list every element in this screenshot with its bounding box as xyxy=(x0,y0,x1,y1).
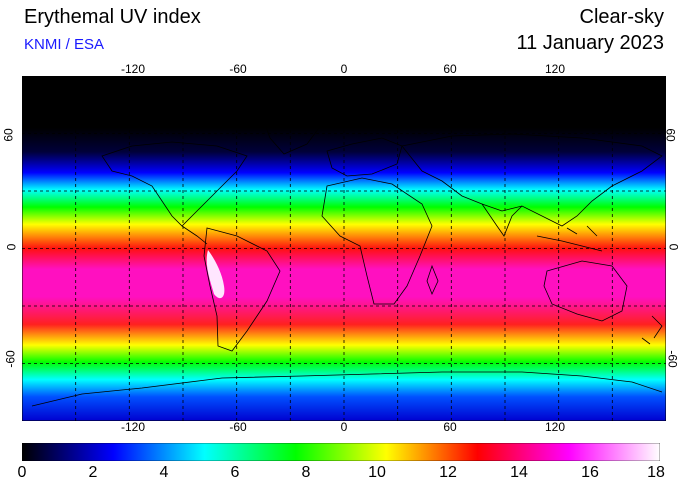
lon-tick-top: -60 xyxy=(229,62,247,76)
colorbar-fill xyxy=(22,443,660,461)
lat-tick-left: -60 xyxy=(3,350,18,368)
colorbar-label: 18 xyxy=(647,464,665,481)
colorbar xyxy=(22,443,660,461)
coast-europe xyxy=(326,137,403,177)
coast-africa xyxy=(321,177,433,305)
colorbar-label: 14 xyxy=(510,464,528,481)
lon-tick-bottom: 120 xyxy=(544,420,566,434)
andes-hotspot xyxy=(206,250,225,299)
coast-greenland xyxy=(261,113,323,155)
coast-central-america xyxy=(181,225,208,245)
graticule xyxy=(22,76,666,421)
coast-madagascar xyxy=(426,264,439,296)
colorbar-label: 10 xyxy=(368,464,386,481)
colorbar-label: 12 xyxy=(439,464,457,481)
sky-mode-label: Clear-sky xyxy=(579,6,664,28)
lon-tick-bottom: 60 xyxy=(443,420,457,434)
coast-antarctica xyxy=(31,371,663,407)
lon-tick-top: 60 xyxy=(443,62,457,76)
colorbar-label: 4 xyxy=(159,464,169,481)
uv-index-map xyxy=(22,76,666,421)
coast-india xyxy=(481,203,523,237)
date-label: 11 January 2023 xyxy=(516,32,664,54)
lon-tick-bottom: 0 xyxy=(340,420,348,434)
credit-label: KNMI / ESA xyxy=(24,36,105,53)
colorbar-label: 0 xyxy=(17,464,27,481)
coast-asia xyxy=(401,133,663,227)
colorbar-label: 16 xyxy=(581,464,599,481)
coast-north-america xyxy=(101,141,248,227)
colorbar-label: 8 xyxy=(301,464,311,481)
lat-tick-left: 0 xyxy=(4,243,19,251)
lon-tick-top: 0 xyxy=(340,62,348,76)
colorbar-label: 2 xyxy=(88,464,98,481)
lon-tick-bottom: -60 xyxy=(229,420,247,434)
coast-new-zealand xyxy=(641,315,663,345)
lat-tick-right: -60 xyxy=(665,350,680,368)
lat-tick-right: 0 xyxy=(666,243,681,251)
colorbar-label: 6 xyxy=(230,464,240,481)
lon-tick-top: 120 xyxy=(544,62,566,76)
chart-title: Erythemal UV index xyxy=(24,6,201,28)
lon-tick-bottom: -120 xyxy=(120,420,146,434)
lon-tick-top: -120 xyxy=(120,62,146,76)
lat-tick-left: 60 xyxy=(1,128,16,142)
